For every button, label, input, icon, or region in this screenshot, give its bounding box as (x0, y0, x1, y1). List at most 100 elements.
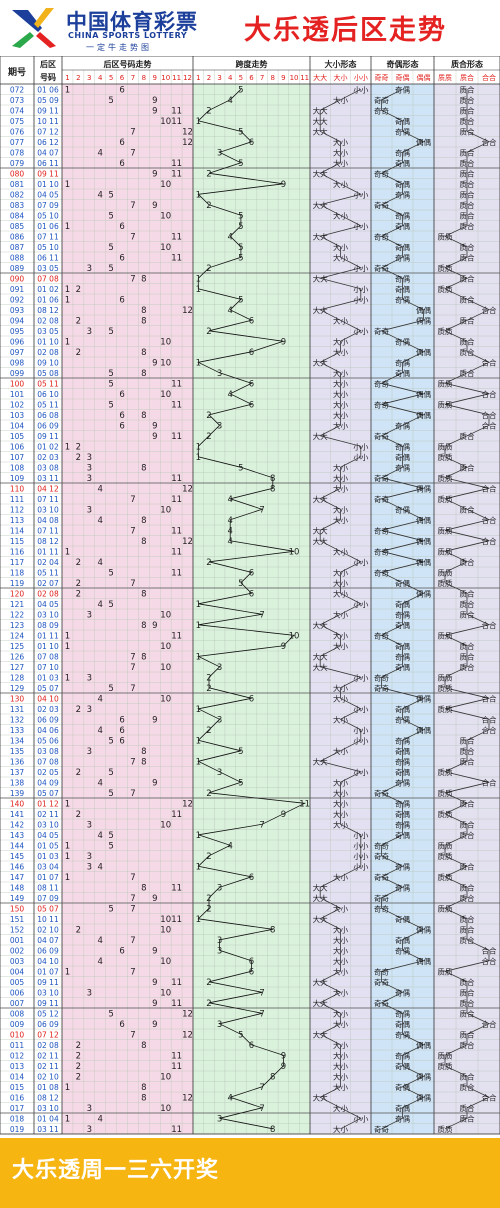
draw-numbers: 07 09 (37, 201, 59, 210)
trend-number: 2 (76, 558, 81, 568)
parity-pattern-value: 奇奇 (374, 966, 389, 976)
trend-number: 11 (171, 253, 182, 263)
size-pattern-value: 小小 (353, 327, 368, 336)
trend-number: 11 (171, 495, 182, 505)
prime-pattern-value: 质质 (438, 494, 453, 504)
trend-number: 2 (76, 579, 81, 589)
trend-number: 1 (65, 799, 70, 809)
issue-number: 018 (10, 1114, 25, 1123)
size-pattern-value: 大小 (333, 798, 348, 808)
prime-pattern-value: 质质 (438, 263, 453, 273)
span-value: 7 (259, 1104, 264, 1114)
trend-number: 8 (141, 369, 146, 379)
draw-numbers: 04 12 (37, 484, 59, 493)
draw-numbers: 02 11 (37, 1051, 59, 1060)
size-pattern-value: 大小 (333, 137, 348, 147)
parity-pattern-value: 奇奇 (374, 431, 389, 441)
number-column-label: 8 (142, 74, 146, 82)
prime-pattern-value: 质合 (460, 609, 475, 619)
issue-number: 014 (10, 1072, 25, 1081)
trend-number: 11 (171, 117, 182, 127)
trend-number: 3 (87, 1125, 92, 1135)
draw-numbers: 01 10 (37, 642, 59, 651)
span-trend-header: 跨度走势 (236, 59, 268, 69)
span-value: 6 (249, 694, 254, 704)
size-pattern-value: 小小 (353, 736, 368, 745)
trend-number: 4 (97, 1114, 102, 1124)
draw-numbers: 01 03 (37, 673, 59, 682)
span-value: 7 (259, 820, 264, 830)
issue-number: 094 (10, 316, 25, 325)
trend-number: 10 (160, 1104, 171, 1114)
prime-pattern-value: 质合 (460, 126, 475, 136)
prime-pattern-value: 质合 (460, 189, 475, 199)
trend-number: 8 (141, 757, 146, 767)
trend-number: 8 (141, 883, 146, 893)
size-pattern-value: 大大 (313, 1092, 328, 1102)
prime-pattern-value: 质合 (460, 347, 475, 357)
span-value: 3 (217, 946, 222, 956)
trend-number: 9 (152, 96, 157, 106)
draw-numbers: 07 08 (37, 274, 59, 283)
prime-pattern-value: 质合 (460, 273, 475, 283)
issue-number: 083 (10, 201, 25, 210)
issue-number: 113 (10, 516, 25, 525)
draw-numbers: 02 03 (37, 453, 59, 462)
issue-number: 142 (10, 820, 25, 829)
parity-pattern-value: 奇奇 (374, 263, 389, 273)
span-value: 10 (289, 547, 300, 557)
draw-numbers: 02 08 (37, 316, 59, 325)
parity-pattern-value: 奇偶 (395, 914, 410, 924)
trend-number: 5 (108, 96, 113, 106)
span-value: 1 (196, 652, 201, 662)
prime-pattern-value: 质合 (460, 315, 475, 325)
draw-numbers: 07 09 (37, 894, 59, 903)
issue-number: 116 (10, 547, 25, 556)
parity-pattern-value: 奇奇 (374, 567, 389, 577)
parity-pattern-value: 奇偶 (395, 1113, 410, 1123)
prime-pattern-value: 质合 (460, 830, 475, 840)
prime-pattern-value: 质合 (460, 882, 475, 892)
size-column-label: 大大 (313, 73, 327, 82)
trend-number: 10 (160, 243, 171, 253)
size-pattern-value: 大大 (313, 105, 328, 115)
trend-number: 10 (160, 610, 171, 620)
lottery-logo-icon (12, 8, 56, 48)
prime-pattern-value: 合合 (482, 483, 497, 493)
span-value: 9 (281, 1062, 286, 1072)
size-pattern-value: 大小 (333, 683, 348, 693)
trend-number: 8 (141, 652, 146, 662)
size-pattern-value: 大小 (333, 1061, 348, 1071)
span-value: 5 (238, 127, 243, 137)
span-value: 6 (249, 568, 254, 578)
draw-numbers: 05 07 (37, 789, 59, 798)
span-value: 9 (281, 337, 286, 347)
span-value: 4 (228, 537, 233, 547)
parity-pattern-value: 奇偶 (395, 935, 410, 945)
draw-numbers: 06 12 (37, 138, 59, 147)
parity-pattern-value: 奇奇 (374, 494, 389, 504)
trend-number: 7 (130, 526, 135, 536)
size-pattern-value: 小小 (353, 285, 368, 294)
draw-numbers: 07 11 (37, 495, 59, 504)
parity-pattern-value: 奇偶 (395, 767, 410, 777)
draw-numbers: 03 11 (37, 1125, 59, 1134)
parity-pattern-value: 奇偶 (395, 945, 410, 955)
size-pattern-value: 大小 (333, 504, 348, 514)
size-pattern-value: 大小 (333, 1050, 348, 1060)
parity-pattern-value: 奇偶 (395, 1082, 410, 1092)
draw-numbers: 01 06 (37, 85, 59, 94)
prime-pattern-value: 质质 (438, 452, 453, 462)
parity-pattern-value: 奇偶 (395, 714, 410, 724)
trend-number: 12 (182, 1093, 193, 1103)
draw-header-line1: 后区 (40, 59, 56, 69)
trend-number: 7 (130, 579, 135, 589)
issue-number: 084 (10, 211, 25, 220)
draw-numbers: 08 11 (37, 883, 59, 892)
parity-pattern-value: 奇偶 (395, 116, 410, 126)
trend-number: 5 (108, 684, 113, 694)
trend-number: 10 (160, 390, 171, 400)
trend-number: 4 (97, 831, 102, 841)
prime-pattern-value: 质合 (460, 1029, 475, 1039)
prime-pattern-value: 质质 (438, 525, 453, 535)
